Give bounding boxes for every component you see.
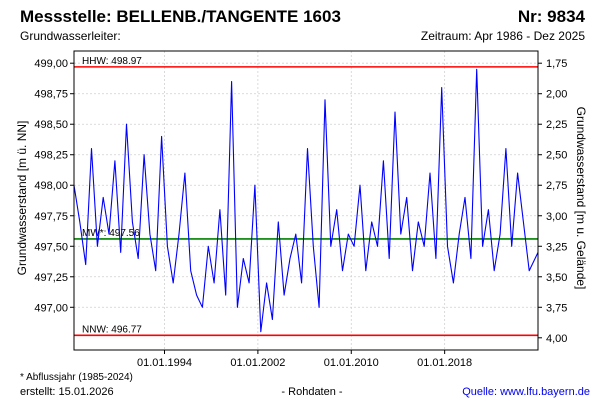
period-text: Zeitraum: Apr 1986 - Dez 2025 — [421, 29, 585, 43]
reference-line-label: HHW: 498.97 — [82, 56, 142, 67]
x-tick-label: 01.01.1994 — [137, 357, 192, 369]
reference-lines: HHW: 498.97 MW*: 497.56 NNW: 496.77 — [74, 56, 538, 337]
y-right-tick-label: 3,75 — [546, 302, 567, 314]
y-tick-label: 499,00 — [34, 58, 68, 70]
station-title: Messstelle: BELLENB./TANGENTE 1603 — [20, 7, 341, 26]
grid-layer — [74, 51, 538, 350]
station-label: Messstelle: — [20, 7, 112, 26]
y-right-tick-label: 2,25 — [546, 119, 567, 131]
y-right-tick-label: 2,50 — [546, 150, 567, 162]
y-tick-label: 498,25 — [34, 150, 68, 162]
y-tick-label: 497,00 — [34, 302, 68, 314]
x-tick-label: 01.01.2018 — [417, 357, 472, 369]
axis-right: 1,75 2,00 2,25 2,50 2,75 3,00 3,25 3,50 3,75 4,00 — [538, 58, 567, 345]
period-label: Zeitraum: — [421, 29, 472, 43]
reference-line-label: MW*: 497.56 — [82, 228, 140, 239]
station-name: BELLENB./TANGENTE 1603 — [116, 7, 341, 26]
y-right-tick-label: 3,50 — [546, 272, 567, 284]
footnote: * Abflussjahr (1985-2024) — [20, 372, 133, 383]
axis-left: 497,00 497,25 497,50 497,75 498,00 498,25 498,… — [34, 58, 74, 314]
created-label: erstellt: — [20, 386, 55, 398]
y-tick-label: 497,25 — [34, 272, 68, 284]
y-right-tick-label: 2,00 — [546, 89, 567, 101]
created-date: 15.01.2026 — [59, 386, 114, 398]
y-right-tick-label: 2,75 — [546, 180, 567, 192]
axis-bottom: 01.01.1994 01.01.2002 01.01.2010 01.01.2018 — [137, 350, 472, 369]
y-right-tick-label: 1,75 — [546, 58, 567, 70]
created-text: erstellt: 15.01.2026 — [20, 386, 114, 398]
period-value: Apr 1986 - Dez 2025 — [474, 29, 585, 43]
y-tick-label: 497,75 — [34, 211, 68, 223]
source-link[interactable]: www.lfu.bayern.de — [499, 386, 590, 398]
station-number: Nr: 9834 — [518, 7, 586, 26]
number-label: Nr: — [518, 7, 543, 26]
series-line — [73, 68, 539, 333]
y-axis-label-left: Grundwasserstand [m ü. NN] — [15, 121, 29, 276]
y-tick-label: 498,50 — [34, 119, 68, 131]
y-axis-label-right: Grundwasserstand [m u. Gelände] — [574, 107, 588, 290]
source-text[interactable]: Quelle: www.lfu.bayern.de — [462, 386, 590, 398]
y-right-tick-label: 3,25 — [546, 241, 567, 253]
y-tick-label: 497,50 — [34, 241, 68, 253]
y-right-tick-label: 4,00 — [546, 333, 567, 345]
plot-frame — [73, 50, 539, 351]
number-value: 9834 — [547, 7, 585, 26]
x-tick-label: 01.01.2002 — [230, 357, 285, 369]
y-tick-label: 498,00 — [34, 180, 68, 192]
y-right-tick-label: 3,00 — [546, 211, 567, 223]
source-label: Quelle: — [462, 386, 497, 398]
y-tick-label: 498,75 — [34, 89, 68, 101]
reference-line-label: NNW: 496.77 — [82, 324, 142, 335]
aquifer-label: Grundwasserleiter: — [20, 29, 121, 43]
series-layer — [73, 68, 539, 333]
data-type-label: - Rohdaten - — [281, 386, 342, 398]
x-tick-label: 01.01.2010 — [324, 357, 379, 369]
